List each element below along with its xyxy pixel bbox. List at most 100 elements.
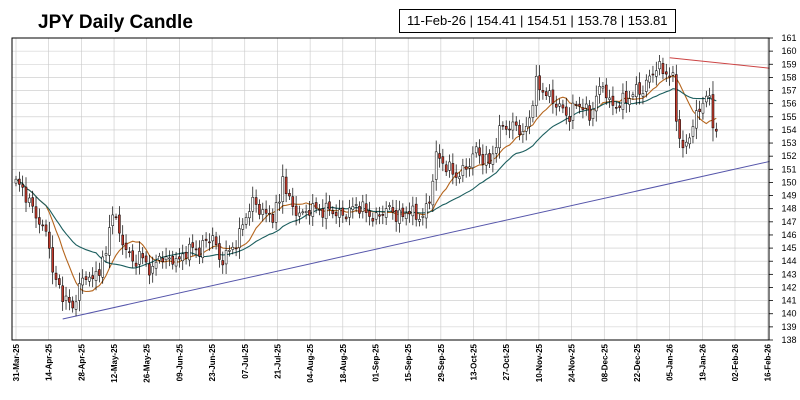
candle	[381, 205, 385, 225]
candle	[61, 276, 64, 311]
candle	[334, 204, 338, 224]
candle-body	[258, 204, 261, 215]
candle-body	[584, 103, 588, 109]
candle-body	[391, 207, 395, 213]
candle-body	[411, 205, 415, 217]
candle-body	[574, 104, 578, 106]
grid-lines	[12, 37, 769, 341]
candle	[675, 64, 678, 132]
candle	[264, 200, 268, 223]
candle	[351, 197, 355, 219]
candle	[328, 195, 331, 216]
candle-body	[124, 242, 128, 250]
candle-body	[464, 166, 468, 170]
candle	[331, 206, 335, 219]
candle-body	[675, 74, 678, 122]
candle-body	[688, 137, 691, 145]
trend-line	[62, 160, 770, 320]
candle	[224, 240, 228, 274]
candle-body	[671, 72, 675, 76]
candle	[121, 225, 124, 255]
candle	[234, 240, 238, 257]
candle	[564, 97, 568, 125]
candle-body	[518, 125, 521, 135]
candle-body	[311, 203, 315, 217]
candle	[164, 247, 168, 269]
candle	[524, 117, 528, 141]
candle	[488, 149, 491, 168]
candle-body	[408, 210, 411, 215]
candle	[208, 233, 211, 251]
candle	[638, 72, 641, 105]
candle-body	[74, 301, 78, 310]
candle	[438, 144, 441, 168]
candle	[594, 85, 598, 122]
candle-body	[298, 212, 301, 217]
candle	[204, 232, 208, 248]
candle	[628, 91, 631, 113]
candle-body	[514, 121, 518, 126]
x-tick-label: 01-Sep-25	[371, 343, 380, 381]
candle	[18, 171, 21, 192]
candle-body	[598, 86, 601, 95]
candle	[581, 98, 585, 119]
candle-body	[141, 253, 145, 259]
candle-body	[354, 204, 358, 206]
candle-body	[238, 228, 241, 248]
candle	[408, 202, 411, 223]
y-tick-label: 151	[781, 164, 796, 174]
candle-body	[548, 90, 551, 97]
candle-body	[334, 212, 338, 217]
y-tick-label: 153	[781, 138, 796, 148]
candle	[551, 79, 555, 114]
candle-body	[154, 261, 158, 269]
candle	[168, 250, 171, 267]
candle-body	[114, 216, 118, 219]
x-tick-label: 15-Sep-25	[404, 343, 413, 381]
candle	[238, 217, 241, 259]
candle-body	[81, 277, 84, 286]
candle	[261, 202, 265, 222]
candle-body	[401, 207, 405, 217]
candle-body	[18, 178, 21, 185]
candle-body	[461, 165, 465, 176]
candle	[471, 146, 475, 176]
y-tick-label: 145	[781, 243, 796, 253]
candle	[508, 120, 511, 139]
candle	[44, 219, 48, 237]
candle	[308, 201, 311, 225]
moving-average-line	[15, 88, 717, 269]
candle	[608, 89, 611, 108]
candle-body	[695, 110, 698, 129]
candle	[428, 195, 431, 210]
candle	[648, 69, 651, 89]
candle-body	[501, 125, 505, 127]
candle-body	[204, 238, 208, 241]
candle-body	[271, 213, 275, 223]
candle	[41, 219, 44, 231]
candle	[194, 240, 198, 258]
candle	[258, 199, 261, 220]
y-tick-label: 139	[781, 322, 796, 332]
candle	[411, 196, 415, 226]
x-tick-label: 08-Dec-25	[600, 343, 609, 381]
candle-body	[94, 271, 98, 281]
candle-body	[454, 172, 458, 178]
candle	[601, 82, 605, 93]
candle	[101, 250, 104, 284]
candle-body	[588, 105, 591, 121]
candle-body	[594, 95, 598, 112]
candle	[84, 271, 88, 285]
candle	[658, 54, 661, 76]
candle-body	[34, 206, 38, 219]
candle	[68, 289, 71, 311]
candle-body	[434, 151, 438, 180]
candle-body	[494, 147, 498, 154]
candle-body	[38, 217, 41, 225]
candle-body	[521, 131, 525, 136]
candle-body	[508, 128, 511, 131]
x-tick-label: 09-Jun-25	[175, 343, 184, 381]
candle	[21, 175, 24, 197]
candle-body	[341, 207, 345, 216]
